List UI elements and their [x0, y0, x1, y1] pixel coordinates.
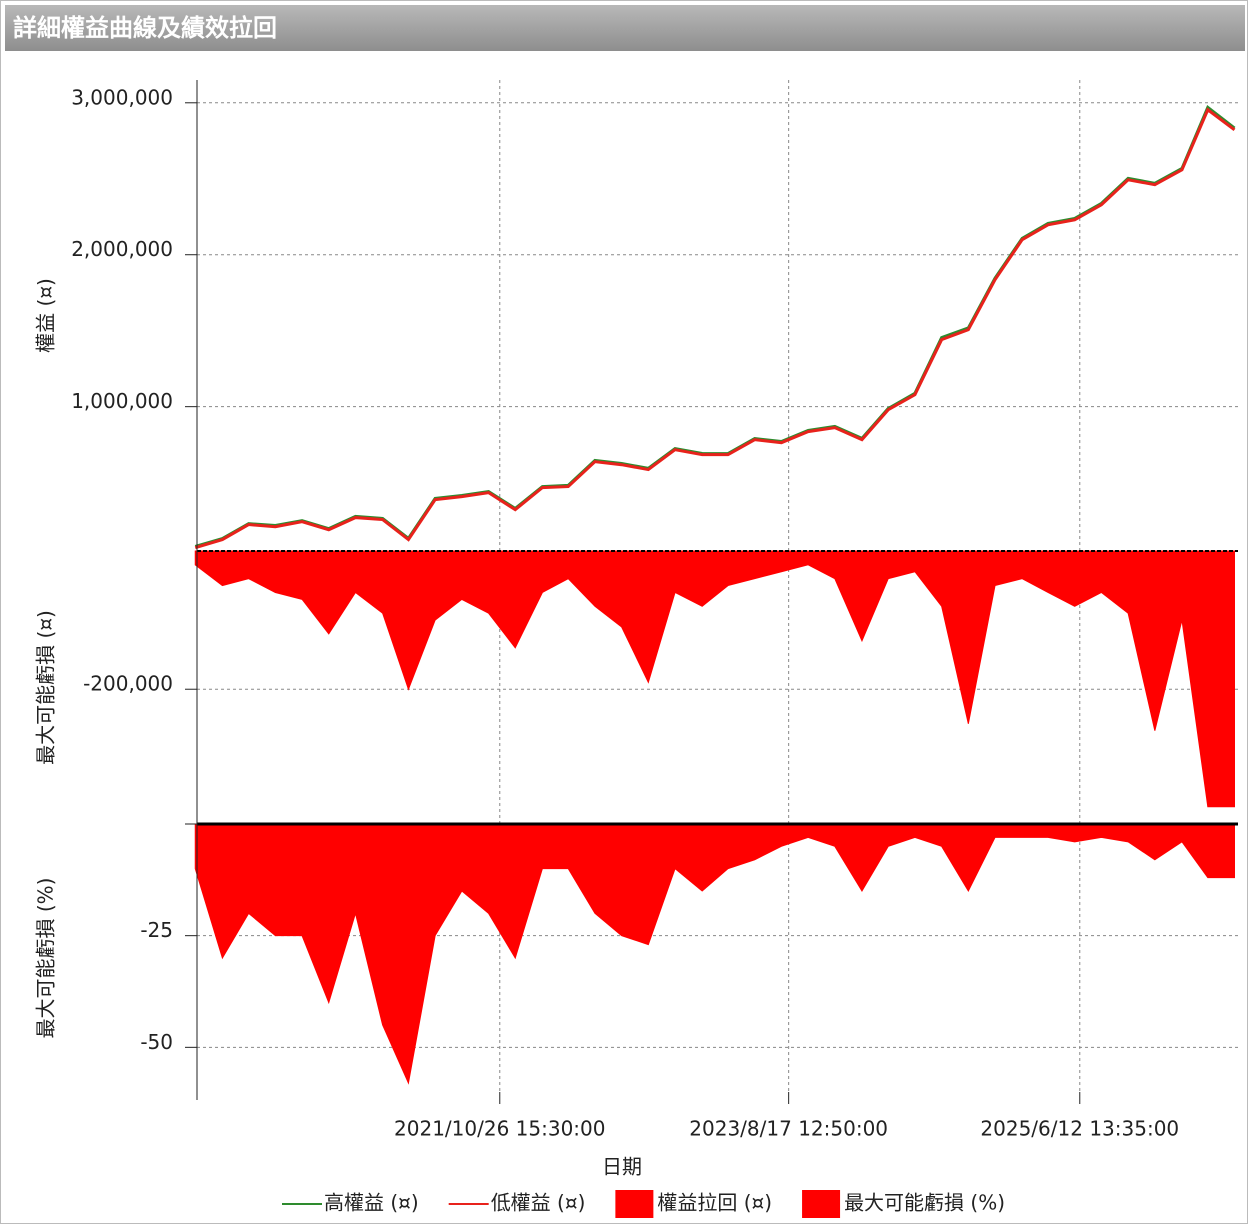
legend-label: 權益拉回 (¤): [657, 1191, 772, 1215]
legend-swatch: [615, 1190, 654, 1218]
legend-label: 低權益 (¤): [491, 1191, 586, 1215]
y-axis-title: 最大可能虧損 (%): [34, 878, 58, 1039]
legend-swatch: [802, 1190, 841, 1218]
y-axis-title: 權益 (¤): [34, 278, 58, 353]
x-tick-label: 2023/8/17 12:50:00: [689, 1117, 888, 1141]
legend-label: 高權益 (¤): [324, 1191, 419, 1215]
drawdown-area: [194, 550, 1235, 808]
x-axis-title: 日期: [602, 1155, 642, 1179]
y-axis-title: 最大可能虧損 (¤): [34, 610, 58, 765]
y-tick-label: -50: [140, 1030, 173, 1054]
y-tick-label: 2,000,000: [71, 237, 173, 261]
title-bar: 詳細權益曲線及績效拉回: [5, 5, 1245, 51]
equity-line: [194, 104, 1236, 548]
equity-line: [194, 107, 1236, 550]
y-tick-label: -200,000: [83, 672, 173, 696]
y-tick-label: -25: [140, 918, 173, 942]
y-tick-label: 1,000,000: [71, 389, 173, 413]
legend-label: 最大可能虧損 (%): [844, 1191, 1005, 1215]
y-tick-label: 3,000,000: [71, 85, 173, 109]
x-tick-label: 2025/6/12 13:35:00: [980, 1117, 1179, 1141]
drawdown-area: [194, 823, 1235, 1085]
x-tick-label: 2021/10/26 15:30:00: [394, 1117, 605, 1141]
